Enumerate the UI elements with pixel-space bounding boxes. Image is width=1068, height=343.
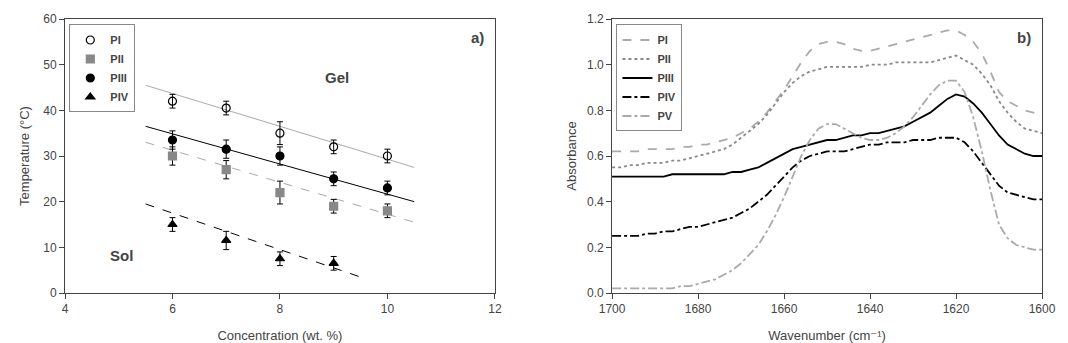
svg-text:1600: 1600 — [1029, 302, 1056, 316]
svg-text:Sol: Sol — [110, 247, 133, 264]
svg-text:PIV: PIV — [110, 91, 128, 103]
svg-text:b): b) — [1017, 29, 1031, 46]
svg-text:40: 40 — [43, 104, 57, 118]
svg-text:Absorbance: Absorbance — [564, 121, 579, 190]
svg-text:Temperature (°C): Temperature (°C) — [17, 106, 32, 206]
svg-text:PI: PI — [110, 34, 120, 46]
svg-text:10: 10 — [381, 302, 395, 316]
svg-text:0.0: 0.0 — [587, 286, 604, 300]
svg-text:Gel: Gel — [325, 69, 349, 86]
svg-text:1680: 1680 — [685, 302, 712, 316]
svg-text:PIII: PIII — [110, 72, 127, 84]
svg-text:Wavenumber (cm⁻¹): Wavenumber (cm⁻¹) — [768, 328, 886, 343]
svg-text:1.2: 1.2 — [587, 12, 604, 26]
svg-text:PV: PV — [657, 110, 672, 122]
svg-text:0.8: 0.8 — [587, 104, 604, 118]
svg-text:10: 10 — [43, 241, 57, 255]
svg-text:PII: PII — [657, 53, 670, 65]
svg-text:6: 6 — [169, 302, 176, 316]
svg-text:a): a) — [471, 29, 484, 46]
svg-text:0.4: 0.4 — [587, 195, 604, 209]
svg-text:50: 50 — [43, 58, 57, 72]
svg-text:30: 30 — [43, 149, 57, 163]
svg-text:1700: 1700 — [599, 302, 626, 316]
svg-text:60: 60 — [43, 12, 57, 26]
svg-text:0: 0 — [50, 286, 57, 300]
svg-text:1640: 1640 — [857, 302, 884, 316]
svg-text:PIII: PIII — [657, 72, 674, 84]
svg-text:PII: PII — [110, 53, 123, 65]
svg-text:0.6: 0.6 — [587, 149, 604, 163]
svg-text:PI: PI — [657, 34, 667, 46]
svg-text:0.2: 0.2 — [587, 241, 604, 255]
svg-text:Concentration (wt. %): Concentration (wt. %) — [217, 328, 342, 343]
svg-text:4: 4 — [62, 302, 69, 316]
svg-text:1.0: 1.0 — [587, 58, 604, 72]
svg-text:12: 12 — [488, 302, 502, 316]
svg-text:20: 20 — [43, 195, 57, 209]
svg-text:PIV: PIV — [657, 91, 675, 103]
svg-text:8: 8 — [277, 302, 284, 316]
svg-text:1660: 1660 — [771, 302, 798, 316]
svg-text:1620: 1620 — [943, 302, 970, 316]
